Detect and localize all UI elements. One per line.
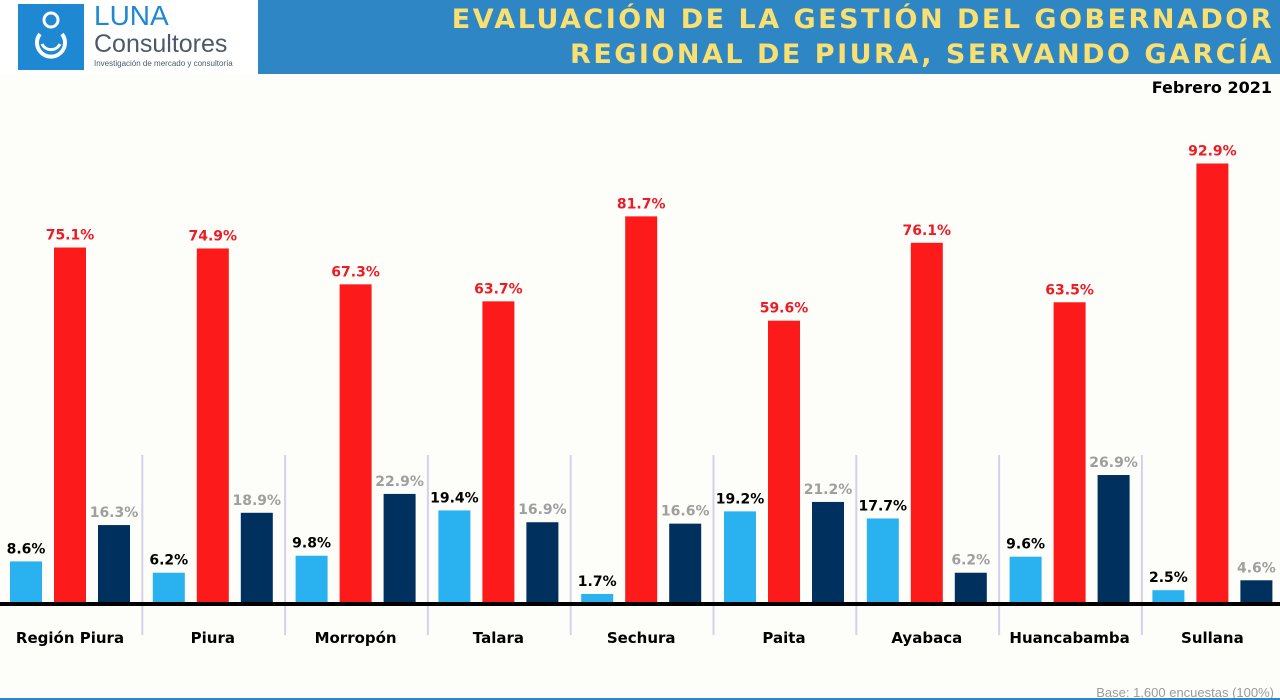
data-label: 2.5%	[1149, 570, 1188, 586]
data-label: 75.1%	[46, 228, 95, 244]
category-label: Huancabamba	[1009, 629, 1129, 647]
bar-1	[866, 518, 899, 602]
bar-2	[768, 320, 800, 602]
data-label: 17.7%	[859, 498, 908, 514]
bar-3	[954, 572, 987, 602]
logo-mark-icon	[18, 4, 84, 70]
bottom-rule	[0, 698, 1280, 700]
title-line-1: EVALUACIÓN DE LA GESTIÓN DEL GOBERNADOR	[451, 4, 1274, 35]
bar-1	[295, 555, 328, 602]
title-banner: EVALUACIÓN DE LA GESTIÓN DEL GOBERNADOR …	[258, 0, 1280, 74]
logo-name: LUNA	[94, 0, 169, 31]
data-label: 8.6%	[7, 541, 46, 557]
data-label: 6.2%	[951, 553, 990, 569]
logo: LUNA Consultores Investigación de mercad…	[0, 0, 258, 74]
bar-1	[152, 572, 185, 602]
page-title: EVALUACIÓN DE LA GESTIÓN DEL GOBERNADOR …	[452, 2, 1274, 72]
bar-1	[1009, 556, 1042, 602]
bar-3	[1240, 580, 1273, 602]
data-label: 76.1%	[903, 223, 952, 239]
bar-3	[526, 522, 559, 602]
data-label: 21.2%	[804, 482, 853, 498]
data-label: 63.7%	[474, 281, 523, 297]
data-label: 74.9%	[189, 228, 238, 244]
bar-1	[581, 593, 614, 602]
data-label: 1.7%	[578, 574, 617, 590]
bar-2	[910, 242, 943, 603]
bar-1	[438, 510, 471, 602]
data-label: 67.3%	[331, 264, 380, 280]
bar-3	[383, 493, 416, 602]
category-label: Paita	[762, 629, 805, 647]
category-label: Talara	[473, 629, 524, 647]
data-label: 16.3%	[90, 505, 139, 521]
data-label: 16.9%	[518, 502, 567, 518]
bar-2	[54, 247, 86, 602]
data-label: 6.2%	[149, 553, 188, 569]
category-label: Sullana	[1181, 629, 1244, 647]
logo-tagline: Investigación de mercado y consultoría	[94, 59, 233, 68]
date-label: Febrero 2021	[1151, 78, 1272, 97]
bar-3	[1097, 475, 1130, 602]
bar-2	[339, 284, 372, 602]
data-label: 19.4%	[430, 490, 479, 506]
title-line-2: REGIONAL DE PIURA, SERVANDO GARCÍA	[570, 39, 1274, 70]
data-label: 19.2%	[716, 491, 765, 507]
category-label: Piura	[191, 629, 235, 647]
data-label: 59.6%	[760, 301, 809, 317]
data-label: 81.7%	[617, 196, 666, 212]
data-label: 22.9%	[375, 474, 424, 490]
data-label: 9.6%	[1006, 537, 1045, 553]
data-label: 92.9%	[1188, 144, 1237, 160]
bar-2	[625, 216, 658, 602]
bar-2	[196, 248, 229, 603]
bar-1	[724, 511, 756, 602]
data-label: 63.5%	[1045, 282, 1094, 298]
bar-2	[482, 301, 515, 602]
category-label: Sechura	[607, 629, 676, 647]
data-label: 16.6%	[661, 504, 710, 520]
bar-3	[669, 523, 702, 602]
data-label: 18.9%	[233, 493, 282, 509]
bar-2	[1196, 163, 1229, 602]
bar-3	[98, 525, 130, 602]
bar-1	[1152, 590, 1185, 602]
category-label: Morropón	[315, 629, 397, 647]
data-label: 4.6%	[1237, 560, 1276, 576]
bar-2	[1053, 302, 1086, 602]
category-label: Región Piura	[16, 629, 124, 647]
bar-3	[240, 512, 273, 602]
data-label: 9.8%	[292, 536, 331, 552]
bar-3	[812, 501, 844, 602]
footnote: Base: 1,600 encuestas (100%)	[1096, 685, 1274, 700]
data-label: 26.9%	[1089, 455, 1138, 471]
bar-1	[10, 561, 42, 602]
logo-sub: Consultores	[94, 30, 228, 58]
category-label: Ayabaca	[891, 629, 962, 647]
